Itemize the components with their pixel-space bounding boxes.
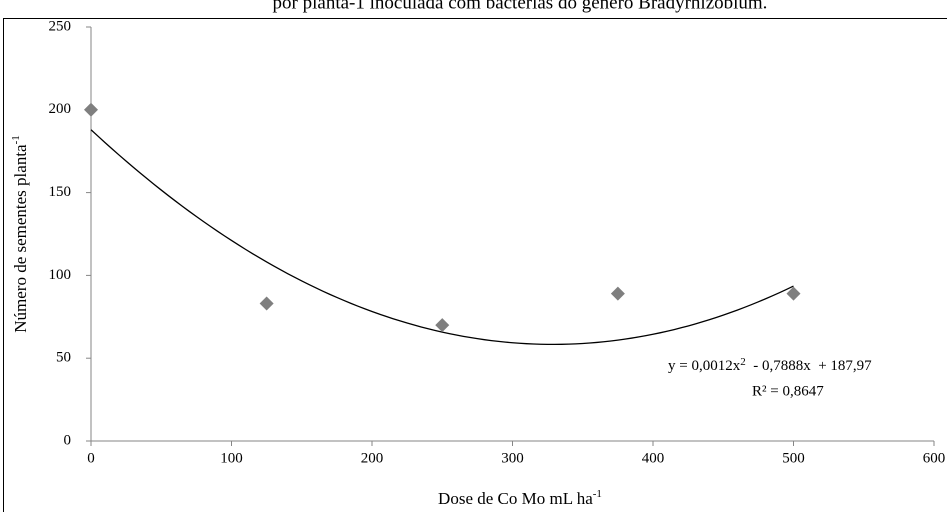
y-tick-label: 250 bbox=[49, 18, 72, 34]
y-tick-label: 50 bbox=[56, 350, 71, 366]
eq-part: y = 0,0012x bbox=[668, 358, 741, 374]
x-tick-label: 600 bbox=[923, 450, 946, 466]
point bbox=[435, 318, 450, 333]
point bbox=[786, 286, 801, 301]
x-label-sup: -1 bbox=[593, 488, 602, 500]
x-label-text: Dose de Co Mo mL ha bbox=[438, 489, 593, 508]
point bbox=[610, 286, 625, 301]
y-axis-label: Número de sementes planta-1 bbox=[10, 135, 30, 333]
x-tick-label: 500 bbox=[782, 450, 805, 466]
x-tick-label: 400 bbox=[642, 450, 665, 466]
eq-sup: 2 bbox=[740, 356, 746, 368]
y-label-text: Número de sementes planta bbox=[11, 144, 30, 333]
point bbox=[84, 102, 98, 117]
trendline bbox=[90, 129, 794, 346]
chart-caption: por planta-1 inoculada com bactérias do … bbox=[273, 0, 768, 13]
x-axis-label: Dose de Co Mo mL ha-1 bbox=[438, 488, 602, 508]
trend-r2: R² = 0,8647 bbox=[752, 383, 824, 399]
y-tick-label: 100 bbox=[49, 267, 72, 283]
trend-equation: y = 0,0012x2 - 0,7888x + 187,97 bbox=[668, 356, 872, 375]
chart-border bbox=[3, 18, 947, 512]
y-label-sup: -1 bbox=[10, 135, 22, 144]
x-tick-label: 200 bbox=[361, 450, 384, 466]
y-tick-label: 200 bbox=[49, 101, 72, 117]
x-tick-label: 300 bbox=[501, 450, 524, 466]
y-tick-label: 0 bbox=[64, 432, 72, 448]
x-tick-label: 0 bbox=[87, 450, 95, 466]
eq-part: - 0,7888x + 187,97 bbox=[746, 358, 872, 374]
point bbox=[259, 296, 274, 311]
x-tick-label: 100 bbox=[220, 450, 243, 466]
y-tick-label: 150 bbox=[49, 184, 72, 200]
